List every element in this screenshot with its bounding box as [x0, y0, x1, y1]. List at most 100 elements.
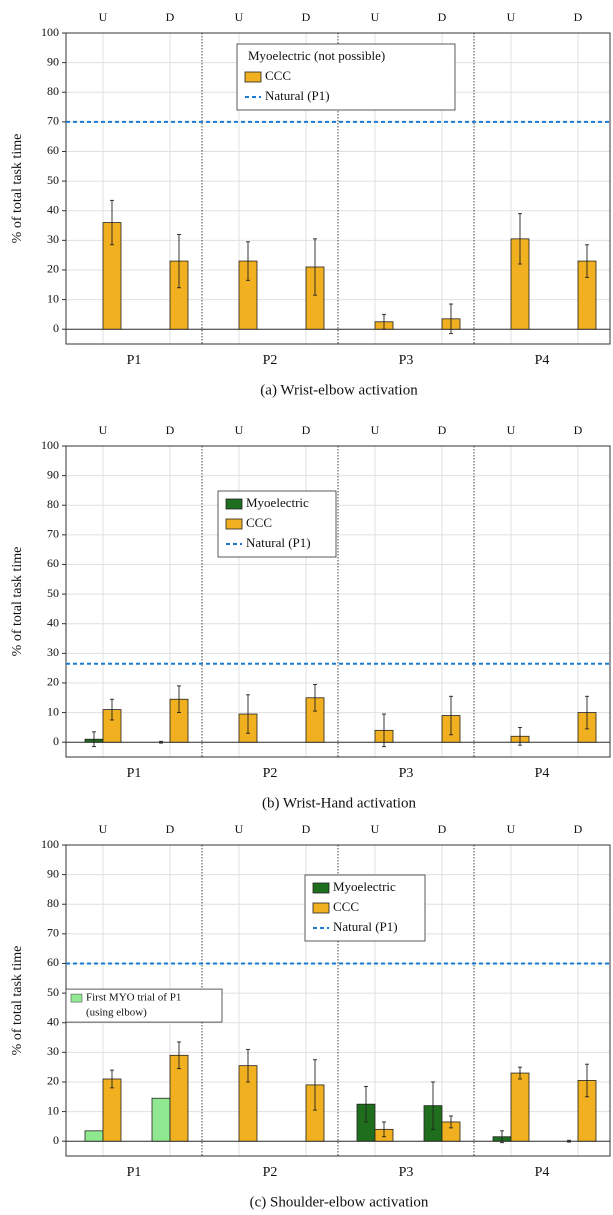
error-bar [567, 1139, 571, 1143]
top-label: U [371, 423, 380, 437]
top-label: D [302, 10, 311, 24]
group-label: P3 [399, 1165, 414, 1180]
top-label: D [438, 822, 447, 836]
y-tick-label: 100 [41, 25, 59, 39]
annotation-swatch [70, 993, 83, 1003]
top-label: D [166, 822, 175, 836]
error-bar [110, 199, 114, 246]
y-tick-label: 50 [47, 173, 59, 187]
axes-frame [65, 32, 611, 345]
top-label: U [371, 822, 380, 836]
error-bar [382, 1121, 386, 1138]
error-bar [449, 1115, 453, 1129]
y-tick-label: 20 [47, 262, 59, 276]
y-axis-label: % of total task time [10, 946, 25, 1056]
y-tick-label: 50 [47, 586, 59, 600]
top-label: U [507, 10, 516, 24]
y-tick-label: 80 [47, 896, 59, 910]
error-bar [313, 238, 317, 296]
legend-label: Natural (P1) [333, 919, 398, 934]
error-bar [177, 233, 181, 289]
y-tick-label: 0 [53, 321, 59, 335]
legend-label: Myoelectric (not possible) [248, 48, 385, 63]
legend-label: Myoelectric [246, 495, 309, 510]
error-bar [177, 685, 181, 714]
y-tick-label: 90 [47, 866, 59, 880]
top-label: D [574, 10, 583, 24]
top-label: D [438, 10, 447, 24]
group-label: P3 [399, 766, 414, 781]
annotation-box [65, 988, 223, 1023]
y-tick-label: 100 [41, 438, 59, 452]
y-tick-label: 60 [47, 556, 59, 570]
y-tick-label: 70 [47, 926, 59, 940]
top-label: U [99, 423, 108, 437]
top-label: U [371, 10, 380, 24]
error-bar [313, 1059, 317, 1111]
group-label: P4 [535, 353, 550, 368]
y-tick-label: 90 [47, 467, 59, 481]
bar [84, 1130, 104, 1142]
error-bar [159, 740, 163, 744]
group-label: P2 [263, 766, 278, 781]
error-bar [449, 303, 453, 335]
bar [151, 1097, 171, 1142]
error-bar [585, 244, 589, 278]
y-tick-label: 10 [47, 1103, 59, 1117]
error-bar [449, 695, 453, 736]
caption: (b) Wrist-Hand activation [262, 795, 417, 811]
error-bar [518, 1066, 522, 1080]
y-tick-label: 0 [53, 1133, 59, 1147]
y-tick-label: 60 [47, 143, 59, 157]
top-label: U [235, 423, 244, 437]
error-bar [313, 683, 317, 712]
y-tick-label: 20 [47, 675, 59, 689]
y-tick-label: 30 [47, 1044, 59, 1058]
y-axis-label: % of total task time [10, 547, 25, 657]
legend-label: Natural (P1) [265, 88, 330, 103]
top-label: U [99, 10, 108, 24]
error-bar [518, 213, 522, 265]
y-tick-label: 80 [47, 84, 59, 98]
group-label: P4 [535, 1165, 550, 1180]
error-bar [246, 1048, 250, 1083]
y-tick-label: 10 [47, 291, 59, 305]
legend-label: CCC [265, 68, 291, 83]
legend-swatch [312, 882, 330, 894]
top-label: U [507, 423, 516, 437]
legend-swatch [225, 518, 243, 530]
axes-frame [65, 445, 611, 758]
top-label: D [574, 822, 583, 836]
error-bar [500, 1130, 504, 1144]
legend-label: CCC [246, 515, 272, 530]
group-label: P2 [263, 1165, 278, 1180]
error-bar [585, 695, 589, 730]
legend-swatch [225, 498, 243, 510]
error-bar [382, 713, 386, 748]
y-tick-label: 30 [47, 232, 59, 246]
top-label: U [507, 822, 516, 836]
group-label: P3 [399, 353, 414, 368]
error-bar [518, 726, 522, 746]
caption: (a) Wrist-elbow activation [260, 382, 418, 398]
y-tick-label: 40 [47, 202, 59, 216]
legend-swatch [312, 902, 330, 914]
top-label: D [166, 10, 175, 24]
y-tick-label: 80 [47, 497, 59, 511]
y-tick-label: 50 [47, 985, 59, 999]
top-label: U [235, 10, 244, 24]
y-tick-label: 100 [41, 837, 59, 851]
group-label: P2 [263, 353, 278, 368]
group-label: P1 [127, 353, 142, 368]
error-bar [382, 313, 386, 330]
top-label: D [438, 423, 447, 437]
y-tick-label: 40 [47, 1014, 59, 1028]
legend-label: Myoelectric [333, 879, 396, 894]
legend-swatch [244, 71, 262, 83]
top-label: U [99, 822, 108, 836]
error-bar [177, 1041, 181, 1070]
error-bar [110, 1069, 114, 1089]
error-bar [246, 694, 250, 734]
y-axis-label: % of total task time [10, 134, 25, 244]
top-label: D [302, 822, 311, 836]
